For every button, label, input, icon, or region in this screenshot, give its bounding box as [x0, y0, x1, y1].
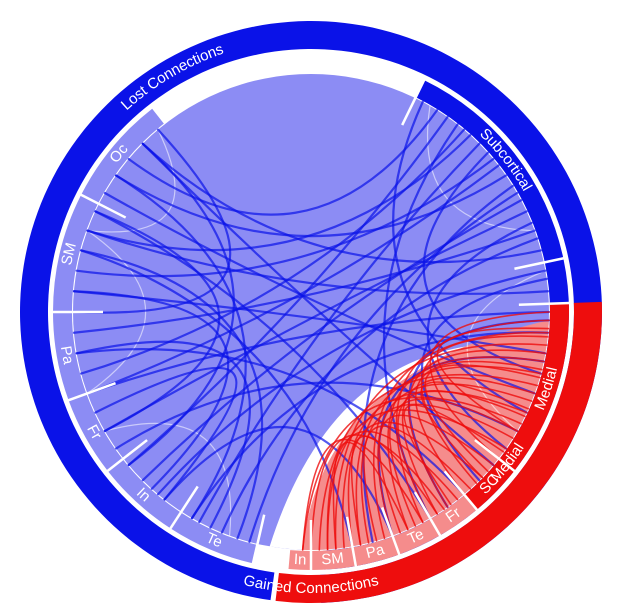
lost-chord-25 [220, 237, 539, 534]
lost-chord-34 [392, 100, 528, 414]
lost-chord-21 [127, 109, 439, 216]
lost-chord-37 [362, 184, 514, 543]
gained-chord-1 [372, 331, 549, 540]
lost-chord-22 [86, 134, 472, 252]
segment-divider-8 [518, 301, 570, 306]
segment-divider-12 [380, 507, 401, 556]
lost-chord-9 [156, 269, 547, 496]
segment-divider-13 [345, 516, 358, 568]
gained-label-sm: SM [321, 549, 345, 568]
lost-chord-19 [163, 425, 394, 537]
gained-label-te: Te [405, 526, 427, 548]
fan-edge-4 [87, 230, 147, 394]
lost-segment-in [107, 459, 181, 529]
lost-chord-14 [103, 191, 536, 395]
gained-chord-0 [395, 319, 550, 523]
segment-divider-7 [251, 514, 266, 565]
lost-chord-8 [141, 142, 542, 264]
gained-segment-te [392, 518, 440, 555]
segment-divider-0 [401, 78, 426, 126]
gained-chord-7 [401, 376, 536, 515]
lost-chord-12 [190, 331, 550, 520]
gained-segment-pa [352, 536, 400, 567]
lost-chord-1 [80, 128, 466, 375]
lost-label-pa: Pa [57, 345, 77, 367]
lost-segment-sm [53, 194, 99, 312]
gained-label-pa: Pa [364, 541, 387, 562]
gained-segment-fr [430, 495, 477, 536]
gained-chord-12 [360, 403, 514, 544]
gained-chord-20 [301, 438, 424, 551]
gained-segment-in [288, 550, 311, 570]
connection-chords [71, 100, 551, 551]
lost-segment-fr [68, 393, 123, 471]
lost-chord-7 [72, 229, 536, 334]
lost-segment-subcortical [415, 80, 564, 263]
gained-chord-15 [347, 421, 484, 548]
ring-gap [48, 49, 574, 575]
segment-divider-9 [474, 439, 516, 473]
gained-chord-27 [436, 327, 550, 432]
lost-chord-30 [72, 290, 230, 490]
gained-chord-9 [342, 390, 528, 549]
lost-chord-31 [75, 340, 251, 529]
gained-chord-21 [332, 441, 409, 550]
lost-chord-24 [141, 199, 523, 482]
fan-edge-1 [87, 129, 176, 233]
lost-chord-20 [80, 249, 354, 548]
group-ring [20, 20, 603, 604]
lost-segment-te [170, 512, 258, 564]
lost-chord-32 [94, 366, 238, 501]
gained-segment-sm [311, 547, 356, 570]
gained-label-in: In [293, 551, 306, 569]
gained-chord-26 [429, 311, 550, 460]
segment-divider-1 [514, 256, 565, 270]
gained-chord-4 [387, 356, 545, 531]
gained-chord-28 [424, 364, 541, 473]
lost-chord-5 [248, 191, 519, 543]
fan-edge-2 [104, 422, 232, 536]
gained-chord-24 [420, 381, 530, 479]
lost-chord-26 [114, 174, 247, 520]
segment-divider-5 [106, 439, 148, 473]
lost-chord-29 [80, 249, 264, 540]
segment-divider-4 [67, 381, 116, 402]
region-ring [52, 78, 570, 571]
fan-edge-0 [426, 105, 535, 232]
lost-label-te: Te [203, 529, 224, 551]
gained-segment-medial [499, 302, 570, 471]
gained-group-arc [275, 301, 602, 604]
lost-segment-oc [81, 108, 164, 204]
lost-chord-3 [75, 157, 495, 278]
segment-divider-6 [168, 485, 199, 530]
gained-chord-16 [363, 425, 472, 542]
lost-label-sm: SM [58, 241, 80, 267]
segment-divider-2 [79, 193, 127, 219]
gained-chord-2 [334, 343, 548, 550]
lost-chord-41 [426, 221, 533, 450]
gained-chord-6 [318, 373, 539, 551]
gained-chord-23 [414, 360, 543, 496]
lost-chord-28 [127, 142, 235, 467]
gained-chord-29 [397, 390, 526, 519]
segment-divider-11 [413, 491, 442, 537]
lost-chord-33 [71, 128, 232, 314]
lost-segment-pa [53, 312, 87, 401]
gained-chord-22 [420, 335, 549, 485]
lost-chord-36 [422, 151, 542, 375]
lost-chord-10 [86, 229, 550, 295]
gained-segment-sc [464, 459, 515, 510]
gained-chord-10 [301, 396, 522, 551]
gained-chord-8 [377, 383, 533, 537]
gained-chord-18 [310, 434, 445, 551]
segment-divider-10 [443, 470, 479, 512]
